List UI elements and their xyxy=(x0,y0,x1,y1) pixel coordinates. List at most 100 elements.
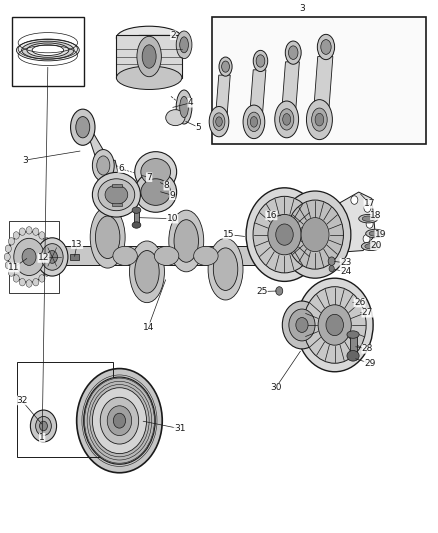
Circle shape xyxy=(296,278,373,372)
Circle shape xyxy=(26,280,32,287)
Circle shape xyxy=(279,191,351,278)
Ellipse shape xyxy=(32,45,64,55)
Circle shape xyxy=(13,232,19,239)
Text: 5: 5 xyxy=(196,123,201,132)
Bar xyxy=(12,17,84,86)
Circle shape xyxy=(296,318,308,333)
Bar xyxy=(17,362,113,457)
Text: 32: 32 xyxy=(16,396,27,405)
Ellipse shape xyxy=(92,150,114,181)
Text: 6: 6 xyxy=(118,164,124,173)
Text: 29: 29 xyxy=(364,359,375,368)
Circle shape xyxy=(19,228,25,236)
Circle shape xyxy=(41,244,63,270)
Circle shape xyxy=(92,387,147,454)
Ellipse shape xyxy=(365,244,377,249)
Text: 11: 11 xyxy=(8,263,20,272)
Ellipse shape xyxy=(213,248,238,290)
Ellipse shape xyxy=(166,110,185,126)
Ellipse shape xyxy=(315,114,324,126)
Ellipse shape xyxy=(194,246,218,265)
Ellipse shape xyxy=(176,90,192,124)
Circle shape xyxy=(113,413,126,428)
Circle shape xyxy=(13,274,19,282)
Text: 14: 14 xyxy=(143,322,154,332)
Polygon shape xyxy=(215,75,230,119)
Polygon shape xyxy=(249,70,266,119)
Text: 15: 15 xyxy=(223,230,234,239)
Circle shape xyxy=(19,278,25,286)
Ellipse shape xyxy=(142,45,156,68)
Ellipse shape xyxy=(117,26,182,50)
Ellipse shape xyxy=(130,241,164,303)
Circle shape xyxy=(363,235,370,243)
Circle shape xyxy=(328,257,335,265)
Bar xyxy=(9,221,59,293)
Ellipse shape xyxy=(169,210,204,272)
Ellipse shape xyxy=(117,66,182,90)
Circle shape xyxy=(100,397,139,444)
Ellipse shape xyxy=(21,41,74,59)
Ellipse shape xyxy=(219,57,232,76)
Polygon shape xyxy=(313,56,333,117)
Circle shape xyxy=(33,278,39,286)
Bar xyxy=(112,203,122,206)
Text: 25: 25 xyxy=(256,287,268,296)
Circle shape xyxy=(47,245,53,253)
Ellipse shape xyxy=(27,43,69,57)
Text: 4: 4 xyxy=(188,98,194,107)
Ellipse shape xyxy=(105,185,128,204)
Circle shape xyxy=(48,253,54,261)
Circle shape xyxy=(26,227,32,234)
Text: 7: 7 xyxy=(146,173,152,182)
Ellipse shape xyxy=(247,112,261,132)
Ellipse shape xyxy=(132,207,141,213)
Circle shape xyxy=(268,214,301,255)
Ellipse shape xyxy=(312,108,327,131)
Ellipse shape xyxy=(92,172,141,217)
Text: 9: 9 xyxy=(170,191,175,200)
Text: 10: 10 xyxy=(166,214,178,223)
Ellipse shape xyxy=(279,109,294,130)
Ellipse shape xyxy=(256,55,265,67)
Circle shape xyxy=(47,261,53,269)
Ellipse shape xyxy=(289,46,298,59)
Ellipse shape xyxy=(285,41,301,64)
Text: 1: 1 xyxy=(39,433,45,442)
Ellipse shape xyxy=(283,114,291,125)
Ellipse shape xyxy=(132,222,141,228)
Ellipse shape xyxy=(369,231,381,236)
Ellipse shape xyxy=(135,172,177,212)
Circle shape xyxy=(35,416,51,435)
Circle shape xyxy=(36,238,68,276)
Circle shape xyxy=(22,248,36,265)
Ellipse shape xyxy=(97,156,110,175)
Ellipse shape xyxy=(216,117,222,126)
Text: 28: 28 xyxy=(362,344,373,353)
Text: 27: 27 xyxy=(362,308,373,317)
Text: 8: 8 xyxy=(164,181,170,190)
Circle shape xyxy=(351,196,358,204)
Circle shape xyxy=(283,301,321,349)
Circle shape xyxy=(14,238,44,276)
Ellipse shape xyxy=(174,220,198,262)
Ellipse shape xyxy=(113,246,138,265)
Bar xyxy=(62,246,293,265)
Text: 18: 18 xyxy=(371,211,382,220)
Circle shape xyxy=(44,238,50,245)
Text: 24: 24 xyxy=(340,268,351,276)
Circle shape xyxy=(303,287,366,364)
Polygon shape xyxy=(326,192,375,253)
Circle shape xyxy=(329,265,334,272)
Text: 12: 12 xyxy=(38,254,49,262)
Circle shape xyxy=(287,200,343,269)
Polygon shape xyxy=(78,124,122,197)
Ellipse shape xyxy=(137,36,161,77)
Text: 13: 13 xyxy=(71,240,83,249)
Circle shape xyxy=(39,274,45,282)
Ellipse shape xyxy=(176,31,192,59)
Ellipse shape xyxy=(154,246,179,265)
Bar xyxy=(70,254,79,260)
Circle shape xyxy=(366,220,373,228)
Ellipse shape xyxy=(321,39,331,54)
